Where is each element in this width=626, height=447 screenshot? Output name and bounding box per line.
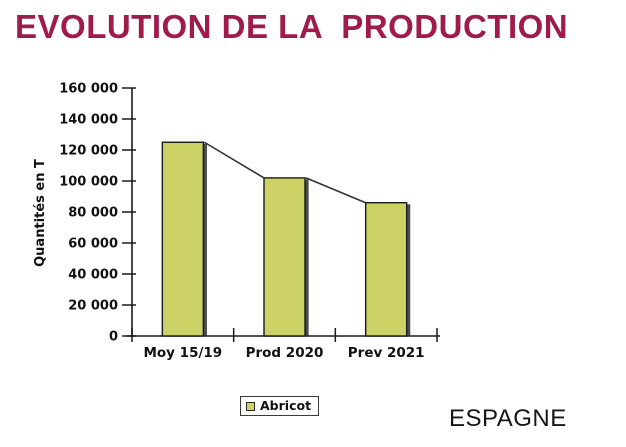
legend-label-abricot: Abricot — [260, 397, 312, 413]
x-tick-label: Prod 2020 — [246, 345, 324, 361]
bar-3 — [364, 201, 408, 337]
region-label: ESPAGNE — [449, 405, 567, 432]
y-tick-label: 100 000 — [59, 175, 118, 190]
trend-line-segment — [305, 177, 366, 204]
bar-2 — [263, 177, 306, 337]
page-title: EVOLUTION DE LA PRODUCTION — [15, 8, 569, 45]
y-tick-label: 140 000 — [59, 113, 118, 128]
y-axis-title: Quantités en T — [33, 159, 48, 267]
x-tick-label: Prev 2021 — [348, 345, 425, 361]
y-tick-label: 0 — [109, 330, 118, 345]
trend-line-segment — [203, 141, 265, 179]
legend-swatch-abricot — [246, 401, 255, 411]
x-tick-label: Moy 15/19 — [143, 345, 222, 361]
y-tick-label: 160 000 — [59, 82, 118, 97]
y-tick-label: 120 000 — [59, 144, 118, 159]
y-tick-label: 20 000 — [68, 299, 118, 314]
y-tick-label: 80 000 — [68, 206, 118, 221]
y-tick-label: 40 000 — [68, 268, 118, 283]
bar-1 — [161, 141, 205, 337]
y-tick-label: 60 000 — [68, 237, 118, 252]
legend: Abricot — [240, 396, 320, 416]
